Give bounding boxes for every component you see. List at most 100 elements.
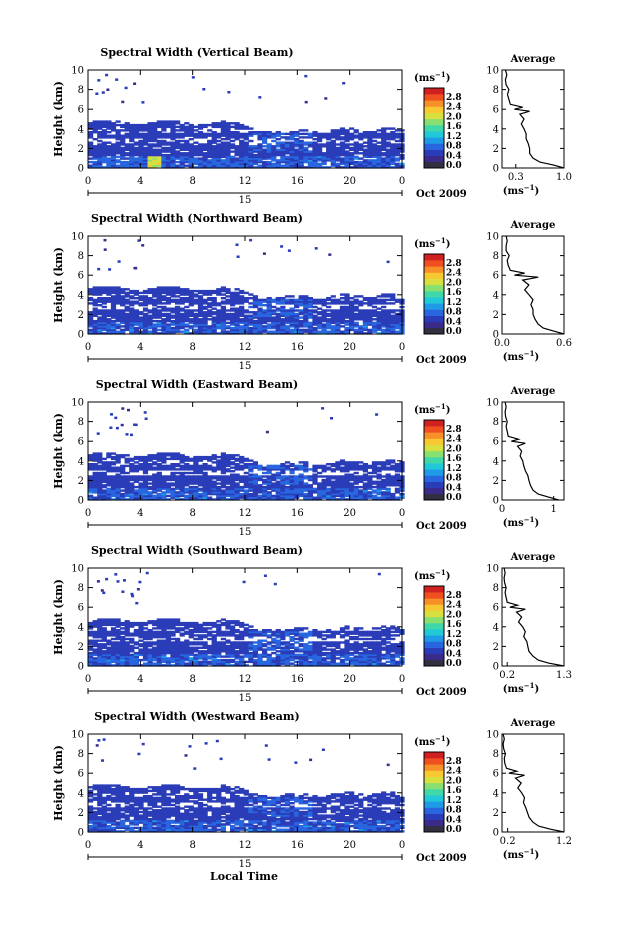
date-label: Oct 2009 xyxy=(416,189,467,200)
colorbar-swatch xyxy=(424,321,444,329)
colorbar-swatch xyxy=(424,653,444,661)
colorbar-tick-label: 2.8 xyxy=(446,93,462,103)
colorbar-tick-label: 1.2 xyxy=(446,630,462,640)
x-tick-label: 12 xyxy=(239,176,252,187)
colorbar-unit-exp: −1 xyxy=(435,402,446,411)
panel-1: Spectral Width (Northward Beam) Height (k… xyxy=(52,212,572,372)
average-y-tick-label: 6 xyxy=(493,105,499,116)
colorbar-tick-label: 0.4 xyxy=(446,317,462,327)
colorbar-swatch xyxy=(424,481,444,489)
colorbar-tick-label: 0.8 xyxy=(446,474,462,484)
colorbar-tick-label: 0.8 xyxy=(446,308,462,318)
x-tick-label: 0 xyxy=(85,840,91,851)
average-y-tick-label: 6 xyxy=(493,603,499,614)
average-y-tick-label: 8 xyxy=(493,583,499,594)
average-x-tick-label: 0.2 xyxy=(499,670,515,681)
colorbar-unit-exp: −1 xyxy=(435,568,446,577)
average-title: Average xyxy=(510,386,556,397)
average-y-tick-label: 0 xyxy=(493,330,499,341)
average-y-tick-label: 2 xyxy=(493,310,499,321)
average-x-tick-label: 0.3 xyxy=(508,172,524,183)
colorbar-tick-label: 2.4 xyxy=(446,103,462,113)
y-tick-label: 0 xyxy=(78,164,84,175)
y-tick-label: 0 xyxy=(78,828,84,839)
average-y-tick-label: 2 xyxy=(493,808,499,819)
average-y-tick-label: 10 xyxy=(486,730,499,741)
colorbar-floor xyxy=(424,494,444,500)
average-x-tick-label: 1 xyxy=(550,504,556,515)
colorbar-unit-base: (ms xyxy=(414,405,435,416)
y-tick-label: 10 xyxy=(71,564,84,575)
date-label: Oct 2009 xyxy=(416,521,467,532)
average-title: Average xyxy=(510,220,556,231)
colorbar-tick-label: 0.0 xyxy=(446,161,462,171)
colorbar-tick-label: 2.8 xyxy=(446,259,462,269)
average-y-tick-label: 4 xyxy=(493,622,499,633)
colorbar-tick-label: 0.8 xyxy=(446,640,462,650)
average-x-tick-label: 0 xyxy=(499,504,505,515)
average-y-tick-label: 6 xyxy=(493,437,499,448)
x-tick-label: 0 xyxy=(85,674,91,685)
average-x-tick-label: 1.0 xyxy=(556,172,572,183)
colorbar-unit: (ms−1) xyxy=(414,70,450,84)
x-tick-label: 20 xyxy=(343,840,356,851)
colorbar-tick-label: 2.0 xyxy=(446,776,462,786)
colorbar-swatch xyxy=(424,278,444,286)
colorbar-swatch xyxy=(424,272,444,279)
panel-title: Spectral Width (Northward Beam) xyxy=(91,212,303,225)
average-title: Average xyxy=(510,718,556,729)
average-x-label-base: (ms xyxy=(503,518,524,529)
colorbar-tick-label: 2.8 xyxy=(446,425,462,435)
colorbar-swatch xyxy=(424,284,444,292)
x-tick-label: 4 xyxy=(137,176,143,187)
colorbar-swatch xyxy=(424,106,444,113)
colorbar-tick-label: 2.4 xyxy=(446,767,462,777)
colorbar-unit-exp: −1 xyxy=(435,70,446,79)
average-y-tick-label: 8 xyxy=(493,417,499,428)
colorbar-swatch xyxy=(424,770,444,777)
colorbar-swatch xyxy=(424,149,444,157)
colorbar-swatch xyxy=(424,789,444,796)
colorbar-frame xyxy=(423,419,445,501)
colorbar-swatch xyxy=(424,598,444,605)
date-marker: 15 xyxy=(239,527,252,538)
colorbar-swatch xyxy=(424,438,444,445)
colorbar-tick-label: 1.6 xyxy=(446,288,462,298)
colorbar-unit-close: ) xyxy=(446,405,451,416)
colorbar-swatch xyxy=(424,444,444,452)
colorbar-tick-label: 0.0 xyxy=(446,493,462,503)
colorbar-tick-label: 2.8 xyxy=(446,591,462,601)
y-axis-label: Height (km) xyxy=(52,247,65,323)
colorbar-unit-close: ) xyxy=(446,737,451,748)
average-x-label-close: ) xyxy=(534,518,539,529)
x-tick-label: 0 xyxy=(399,508,405,519)
colorbar-swatch xyxy=(424,610,444,618)
colorbar-swatch xyxy=(424,432,444,439)
x-tick-label: 4 xyxy=(137,508,143,519)
y-axis-label: Height (km) xyxy=(52,745,65,821)
colorbar-swatch xyxy=(424,469,444,476)
colorbar-tick-label: 2.0 xyxy=(446,112,462,122)
date-marker: 15 xyxy=(239,195,252,206)
average-x-label-close: ) xyxy=(534,186,539,197)
average-y-tick-label: 4 xyxy=(493,788,499,799)
x-tick-label: 0 xyxy=(399,674,405,685)
colorbar-tick-label: 2.4 xyxy=(446,269,462,279)
colorbar-tick-label: 2.4 xyxy=(446,435,462,445)
colorbar-swatch xyxy=(424,819,444,827)
colorbar-frame xyxy=(423,253,445,335)
y-tick-label: 8 xyxy=(78,85,84,96)
x-tick-label: 0 xyxy=(399,176,405,187)
colorbar-tick-label: 0.4 xyxy=(446,649,462,659)
y-tick-label: 8 xyxy=(78,251,84,262)
panel-title: Spectral Width (Westward Beam) xyxy=(94,710,299,723)
y-axis-label: Height (km) xyxy=(52,413,65,489)
colorbar-tick-label: 2.4 xyxy=(446,601,462,611)
heatmap-field xyxy=(88,73,405,169)
y-tick-label: 10 xyxy=(71,398,84,409)
colorbar-tick-label: 1.2 xyxy=(446,132,462,142)
colorbar-swatch xyxy=(424,309,444,316)
colorbar-floor xyxy=(424,328,444,334)
colorbar-swatch xyxy=(424,629,444,636)
y-tick-label: 4 xyxy=(78,290,84,301)
